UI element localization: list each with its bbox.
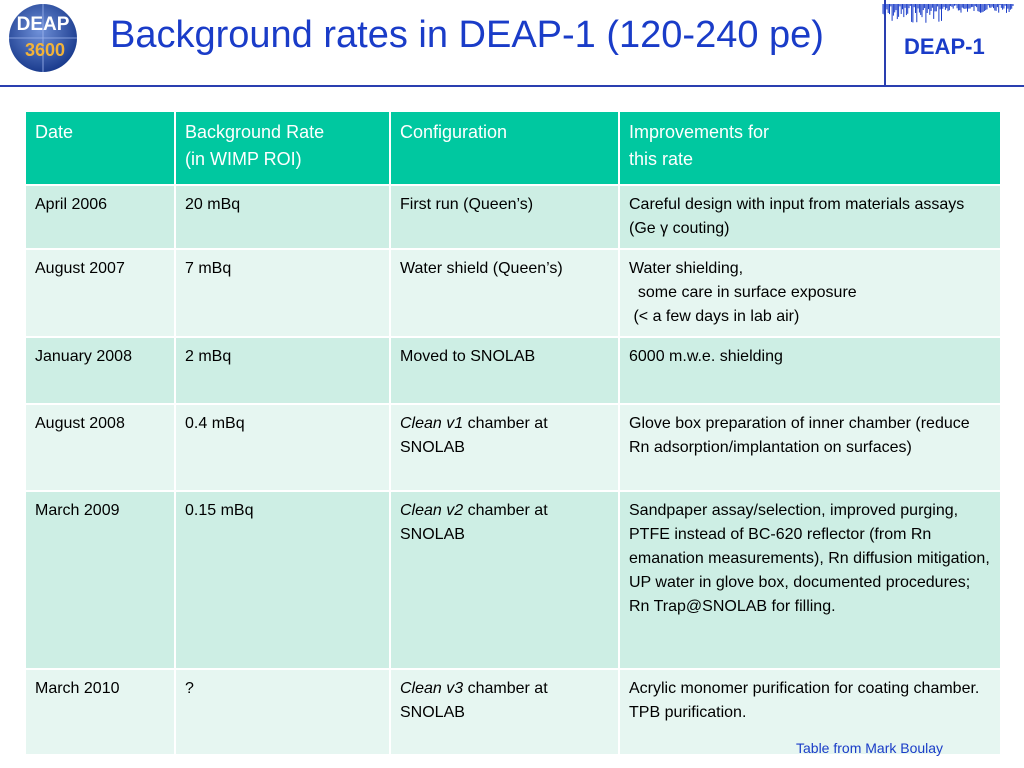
- config-text: Water shield (Queen’s): [400, 260, 563, 277]
- cell-improvement: Careful design with input from materials…: [618, 184, 1002, 250]
- cell-configuration: Clean v1 chamber at SNOLAB: [389, 403, 620, 492]
- page-title: Background rates in DEAP-1 (120-240 pe): [110, 14, 824, 56]
- config-italic: Clean v1: [400, 415, 464, 432]
- cell-date: March 2010: [24, 668, 176, 756]
- config-text: chamber at SNOLAB: [400, 680, 548, 721]
- col-header-background-rate: Background Rate (in WIMP ROI): [174, 110, 391, 186]
- cell-improvement: Water shielding, some care in surface ex…: [618, 248, 1002, 338]
- cell-date: January 2008: [24, 336, 176, 405]
- table-row: August 2007 7 mBq Water shield (Queen’s)…: [24, 248, 1002, 338]
- config-text: First run (Queen’s): [400, 196, 534, 213]
- cell-improvement: 6000 m.w.e. shielding: [618, 336, 1002, 405]
- col-header-improvements: Improvements for this rate: [618, 110, 1002, 186]
- cell-configuration: Clean v2 chamber at SNOLAB: [389, 490, 620, 670]
- table-row: March 2010 ? Clean v3 chamber at SNOLAB …: [24, 668, 1002, 756]
- table-row: April 2006 20 mBq First run (Queen’s) Ca…: [24, 184, 1002, 250]
- cell-rate: 7 mBq: [174, 248, 391, 338]
- deap-3600-logo: DEAP 3600: [9, 4, 77, 72]
- spectrum-decoration: [882, 4, 1014, 23]
- cell-configuration: Water shield (Queen’s): [389, 248, 620, 338]
- col-header-date: Date: [24, 110, 176, 186]
- background-rates-table: Date Background Rate (in WIMP ROI) Confi…: [24, 110, 1002, 756]
- col-header-configuration: Configuration: [389, 110, 620, 186]
- table-row: August 2008 0.4 mBq Clean v1 chamber at …: [24, 403, 1002, 492]
- cell-rate: 2 mBq: [174, 336, 391, 405]
- header-divider: [0, 85, 1024, 87]
- cell-rate: 0.15 mBq: [174, 490, 391, 670]
- cell-date: August 2008: [24, 403, 176, 492]
- cell-improvement: Sandpaper assay/selection, improved purg…: [618, 490, 1002, 670]
- cell-date: August 2007: [24, 248, 176, 338]
- logo-number: 3600: [25, 40, 65, 60]
- cell-rate: 0.4 mBq: [174, 403, 391, 492]
- cell-improvement: Acrylic monomer purification for coating…: [618, 668, 1002, 756]
- table-row: March 2009 0.15 mBq Clean v2 chamber at …: [24, 490, 1002, 670]
- cell-date: April 2006: [24, 184, 176, 250]
- config-italic: Clean v2: [400, 502, 464, 519]
- config-text: Moved to SNOLAB: [400, 348, 536, 365]
- cell-improvement: Glove box preparation of inner chamber (…: [618, 403, 1002, 492]
- brand-label: DEAP-1: [904, 34, 985, 59]
- config-text: chamber at SNOLAB: [400, 415, 548, 456]
- config-italic: Clean v3: [400, 680, 464, 697]
- cell-rate: 20 mBq: [174, 184, 391, 250]
- table-row: January 2008 2 mBq Moved to SNOLAB 6000 …: [24, 336, 1002, 405]
- cell-date: March 2009: [24, 490, 176, 670]
- table-header-row: Date Background Rate (in WIMP ROI) Confi…: [24, 110, 1002, 186]
- logo-letters: DEAP: [17, 14, 70, 35]
- header-divider-vertical: [884, 0, 886, 86]
- table-credit: Table from Mark Boulay: [796, 740, 944, 756]
- cell-rate: ?: [174, 668, 391, 756]
- cell-configuration: Clean v3 chamber at SNOLAB: [389, 668, 620, 756]
- cell-configuration: Moved to SNOLAB: [389, 336, 620, 405]
- config-text: chamber at SNOLAB: [400, 502, 548, 543]
- cell-configuration: First run (Queen’s): [389, 184, 620, 250]
